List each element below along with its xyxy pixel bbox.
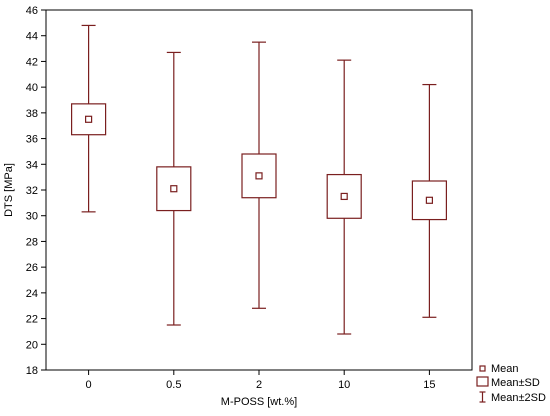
- y-tick-label: 40: [26, 82, 38, 94]
- legend-sd-icon: [476, 376, 489, 387]
- box-series: [70, 24, 447, 335]
- y-tick-label: 38: [26, 108, 38, 120]
- box-group: [326, 59, 362, 335]
- box-group: [70, 24, 107, 213]
- y-axis-label: DTS [MPa]: [3, 163, 15, 217]
- mean-marker: [425, 196, 433, 204]
- legend: Mean Mean±SD Mean±2SD: [476, 363, 546, 404]
- x-tick-label: 0.5: [166, 379, 181, 391]
- mean-marker: [255, 172, 263, 180]
- mean-marker: [84, 115, 93, 123]
- y-tick-label: 22: [26, 314, 38, 326]
- x-tick-label: 0: [86, 379, 92, 391]
- y-tick-label: 46: [26, 5, 38, 17]
- mean-marker: [340, 192, 348, 201]
- box-group: [156, 51, 192, 326]
- y-tick-label: 20: [26, 339, 38, 351]
- box-group: [411, 83, 447, 318]
- y-tick-label: 34: [26, 159, 38, 171]
- y-axis: 18 20 22 24 26 28 30 32 34 36 38 40 42 44 46: [26, 5, 46, 377]
- y-tick-label: 24: [26, 288, 38, 300]
- y-tick-label: 42: [26, 56, 38, 68]
- legend-mean-label: Mean: [491, 363, 519, 375]
- x-tick-label: 15: [423, 379, 435, 391]
- y-tick-label: 18: [26, 365, 38, 377]
- box-group: [241, 41, 277, 309]
- mean-marker: [170, 185, 178, 193]
- x-axis: 0 0.5 2 10 15: [86, 370, 436, 391]
- legend-2sd-label: Mean±2SD: [491, 392, 546, 404]
- y-tick-label: 44: [26, 31, 38, 43]
- legend-mean-icon: [479, 365, 486, 372]
- y-tick-label: 26: [26, 262, 38, 274]
- x-axis-label: M-POSS [wt.%]: [221, 396, 297, 408]
- y-tick-label: 30: [26, 211, 38, 223]
- y-tick-label: 36: [26, 134, 38, 146]
- y-tick-label: 28: [26, 236, 38, 248]
- y-tick-label: 32: [26, 185, 38, 197]
- legend-sd-label: Mean±SD: [491, 377, 540, 389]
- x-tick-label: 10: [338, 379, 350, 391]
- legend-2sd-icon: [479, 391, 486, 403]
- x-tick-label: 2: [256, 379, 262, 391]
